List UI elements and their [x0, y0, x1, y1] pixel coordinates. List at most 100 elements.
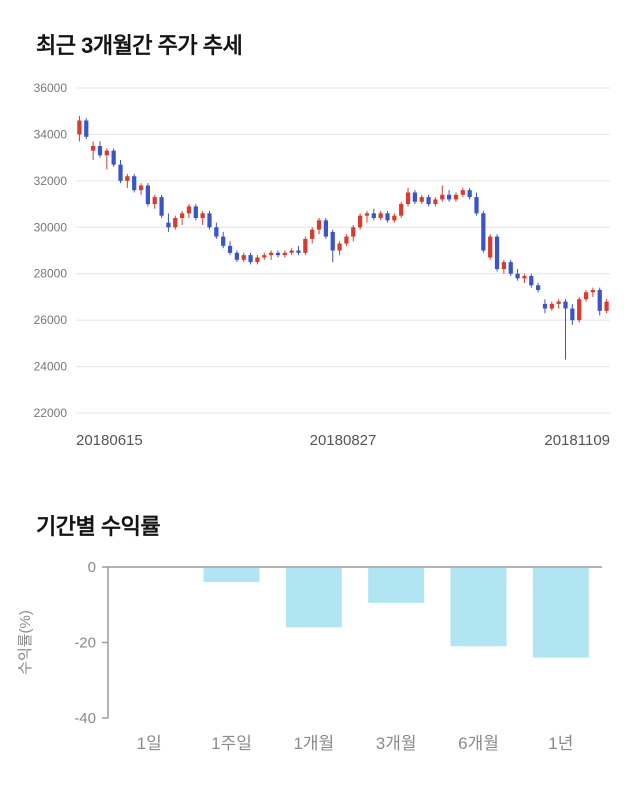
candle-body	[316, 220, 322, 230]
returns-title: 기간별 수익률	[36, 514, 161, 539]
candle-body	[234, 252, 240, 260]
candle-body	[399, 204, 404, 216]
candle-body	[289, 250, 294, 253]
candle-body	[200, 213, 205, 218]
candle-body	[570, 308, 575, 321]
candle-body	[351, 227, 356, 237]
y-axis-title: 수익률(%)	[17, 610, 34, 675]
page: 최근 3개월간 주가 추세 22000 24000 26000 28000 30000 3…	[0, 33, 640, 763]
candle-body	[453, 194, 459, 200]
y-tick-label: -20	[74, 635, 96, 652]
candle-body	[344, 236, 349, 244]
y-tick-label: 34000	[34, 127, 68, 141]
candle-body	[214, 227, 219, 237]
candle-body	[97, 146, 103, 156]
y-tick-label: 24000	[34, 360, 68, 374]
price-candlestick-chart: 22000 24000 26000 28000 30000 32000 34000 36000…	[34, 81, 610, 449]
candle-body	[186, 206, 192, 214]
candle-body	[248, 255, 253, 263]
candle-body	[515, 273, 520, 279]
y-tick-label: 32000	[34, 174, 68, 188]
candle-body	[303, 238, 308, 253]
x-tick-label: 20180615	[76, 432, 143, 449]
candle-body	[467, 190, 472, 198]
candle-body	[330, 231, 335, 251]
x-category-label: 6개월	[458, 734, 499, 753]
candle-body	[535, 285, 541, 290]
candle-body	[268, 252, 274, 256]
candle-body	[227, 245, 233, 253]
candle-body	[173, 218, 178, 228]
x-tick-label: 20181109	[544, 432, 610, 449]
candle-body	[549, 303, 554, 309]
candle-body	[152, 197, 157, 205]
candle-body	[125, 176, 130, 181]
candle-body	[138, 185, 144, 191]
candle-body	[241, 255, 246, 260]
x-category-label: 1주일	[211, 734, 252, 753]
y-tick-label: 36000	[34, 81, 68, 95]
return-bar	[285, 568, 342, 628]
candle-body	[460, 190, 465, 195]
candle-body	[433, 199, 438, 205]
candle-body	[310, 229, 315, 239]
candle-body	[90, 146, 96, 151]
candle-body	[179, 213, 185, 218]
candle-body	[385, 213, 390, 221]
candle-body	[426, 197, 431, 205]
x-category-label: 3개월	[376, 734, 417, 753]
return-bar	[450, 568, 507, 647]
candle-body	[481, 213, 486, 251]
y-tick-label: -40	[74, 710, 96, 727]
candle-body	[488, 236, 493, 258]
candle-body	[207, 213, 212, 228]
x-category-label: 1년	[548, 734, 573, 753]
candle-body	[529, 276, 534, 286]
price-trend-section: 최근 3개월간 주가 추세 22000 24000 26000 28000 30000 3…	[33, 33, 610, 449]
candle-body	[577, 299, 582, 321]
y-tick-label: 28000	[34, 267, 68, 281]
candle-body	[84, 120, 89, 137]
x-tick-label: 20180827	[310, 432, 377, 449]
candle-body	[111, 150, 116, 165]
candle-body	[583, 292, 589, 300]
candle-body	[118, 164, 123, 181]
y-tick-label: 22000	[34, 406, 68, 420]
candle-body	[501, 262, 507, 270]
x-category-label: 1일	[137, 734, 162, 753]
candle-body	[604, 301, 609, 311]
candle-body	[221, 236, 226, 246]
candle-body	[494, 236, 500, 270]
y-tick-label: 26000	[34, 313, 68, 327]
candle-body	[364, 213, 370, 216]
candle-body	[132, 176, 137, 191]
candle-body	[563, 301, 568, 309]
candle-body	[323, 220, 329, 237]
candle-body	[405, 192, 411, 205]
candle-body	[542, 303, 548, 309]
candle-body	[522, 276, 527, 279]
candle-body	[419, 197, 424, 202]
y-tick-label: 0	[88, 559, 96, 576]
return-bar	[368, 568, 425, 603]
candle-body	[296, 250, 301, 253]
candle-body	[262, 255, 267, 258]
candle-body	[337, 243, 342, 251]
candle-body	[145, 185, 151, 205]
candle-body	[392, 215, 397, 221]
returns-section: 기간별 수익률 0 -20 -40 1일 1주일 1개월 3개월 6개월 1년 수익률(%)	[0, 457, 640, 763]
price-trend-title: 최근 3개월간 주가 추세	[36, 33, 243, 58]
candle-body	[255, 257, 260, 263]
candle-body	[159, 197, 164, 216]
candle-body	[371, 213, 376, 218]
candle-body	[166, 222, 171, 228]
candle-body	[508, 262, 513, 274]
candle-body	[597, 289, 602, 311]
candle-body	[275, 252, 281, 256]
return-bar	[203, 568, 260, 583]
candle-body	[193, 206, 198, 218]
candle-body	[378, 213, 383, 218]
candle-body	[77, 120, 82, 135]
y-tick-label: 30000	[34, 220, 68, 234]
return-bar	[532, 568, 589, 658]
